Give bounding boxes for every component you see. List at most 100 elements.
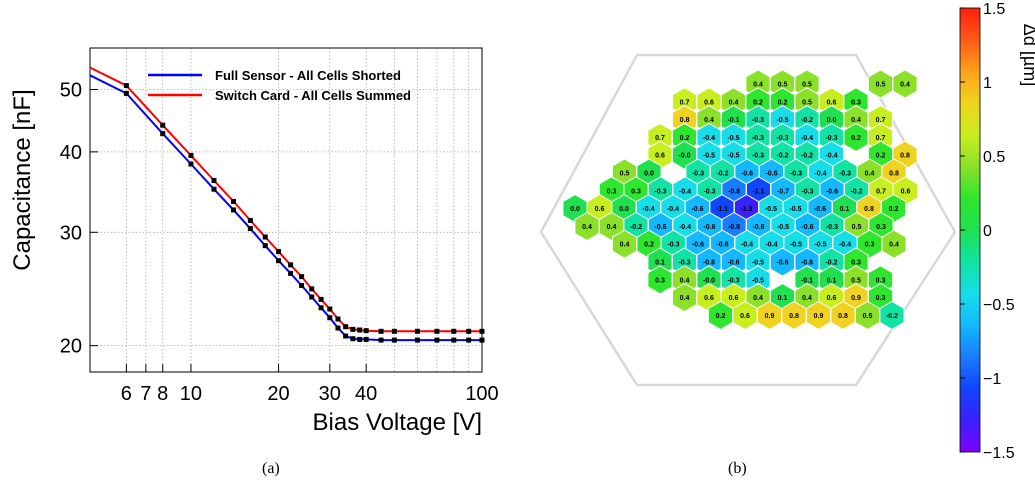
data-point (466, 328, 472, 334)
hex-cell (696, 140, 722, 170)
hex-cell (818, 283, 845, 313)
cell-value: -0.6 (703, 224, 715, 231)
cell-value: -0.4 (703, 135, 715, 142)
colorbar-tick-label: 0 (983, 223, 992, 240)
hex-cell (745, 140, 771, 170)
data-point (350, 336, 356, 342)
cell-value: -0.4 (741, 242, 753, 249)
hex-cell (745, 69, 771, 99)
hex-cell (819, 176, 845, 206)
hex-cell (758, 158, 785, 188)
hex-cell (756, 300, 783, 330)
cell-value: 0.2 (716, 313, 726, 320)
hex-cell (562, 194, 588, 224)
hex-cell (830, 300, 856, 330)
data-point (262, 234, 268, 240)
cell-value: -0.2 (825, 260, 837, 267)
cell-value: -0.6 (691, 206, 703, 213)
hex-cell (880, 194, 907, 224)
cell-value: -0.4 (667, 206, 679, 213)
data-point (160, 122, 166, 128)
cell-value: -0.3 (667, 242, 679, 249)
data-point (378, 337, 384, 343)
cell-value: 0.1 (840, 206, 850, 213)
hex-cell (636, 229, 662, 259)
hex-cell (647, 122, 673, 152)
hex-cell (745, 283, 771, 313)
data-point (230, 207, 236, 213)
cell-value: 0.2 (680, 135, 690, 142)
cell-value: -0.4 (679, 188, 691, 195)
cell-value: 0.2 (876, 153, 886, 160)
hex-cell (818, 105, 845, 135)
x-tick-label: 7 (140, 383, 151, 405)
hex-cell (720, 247, 747, 277)
data-point (451, 328, 457, 334)
hex-cell (770, 211, 796, 241)
cell-value: 0.3 (607, 188, 617, 195)
cell-value: 0.7 (680, 99, 690, 106)
hex-cell (818, 87, 845, 117)
cell-value: -0.6 (776, 260, 788, 267)
hex-cell (696, 87, 722, 117)
hex-cell (685, 158, 711, 188)
hex-cell (671, 247, 698, 277)
cell-value: 0.0 (619, 206, 629, 213)
cell-value: -0.6 (801, 224, 813, 231)
cell-value: -0.3 (678, 260, 690, 267)
hex-cell (769, 69, 796, 99)
hex-cell (818, 140, 845, 170)
data-point (414, 328, 420, 334)
hex-cell (892, 140, 918, 170)
cell-value: -0.3 (752, 153, 764, 160)
cell-value: -0.5 (776, 117, 788, 124)
cell-value: 0.2 (889, 206, 899, 213)
data-point (343, 324, 349, 330)
hex-cell (769, 105, 796, 135)
hex-cell (745, 176, 772, 206)
cell-value: -0.3 (826, 224, 838, 231)
cell-value: 0.1 (655, 260, 665, 267)
cell-value: -0.3 (727, 277, 739, 284)
hex-cell (881, 158, 907, 188)
data-point (479, 328, 485, 334)
cell-value: -0.4 (839, 242, 851, 249)
hex-cell (794, 176, 821, 206)
cell-value: -0.3 (654, 188, 666, 195)
cell-value: 0.4 (680, 295, 690, 302)
cell-value: 0.6 (655, 153, 665, 160)
hex-cell (794, 69, 820, 99)
cell-value: -0.5 (703, 153, 715, 160)
cell-value: -0.5 (814, 242, 826, 249)
data-point (327, 315, 333, 321)
hex-cell (843, 247, 869, 277)
hex-cell (843, 122, 869, 152)
hex-cell (709, 194, 735, 224)
hex-cell (807, 229, 834, 259)
hex-cell (745, 211, 772, 241)
legend-label: Switch Card - All Cells Summed (215, 88, 411, 103)
cell-value: 0.2 (778, 99, 788, 106)
cell-value: -0.3 (703, 188, 715, 195)
colorbar-tick-label: 1 (983, 75, 992, 92)
data-point (309, 294, 315, 300)
hex-cell (611, 158, 638, 188)
data-point (123, 90, 129, 96)
hex-cell (720, 122, 747, 152)
hex-cell (685, 229, 711, 259)
data-point (160, 131, 166, 137)
hex-cell (671, 105, 698, 135)
cell-value: 0.9 (765, 313, 775, 320)
cell-value: 0.3 (865, 242, 875, 249)
hex-cell (696, 122, 722, 152)
cell-value: -0.7 (777, 188, 789, 195)
data-point (434, 328, 440, 334)
caption-b: (b) (728, 460, 747, 477)
hex-cell (709, 158, 736, 188)
cell-value: 0.4 (753, 82, 763, 89)
cell-value: 0.5 (620, 171, 630, 178)
hex-cell (745, 247, 771, 277)
hex-cell (720, 265, 747, 295)
hex-cell (660, 194, 686, 224)
data-point (335, 316, 341, 322)
